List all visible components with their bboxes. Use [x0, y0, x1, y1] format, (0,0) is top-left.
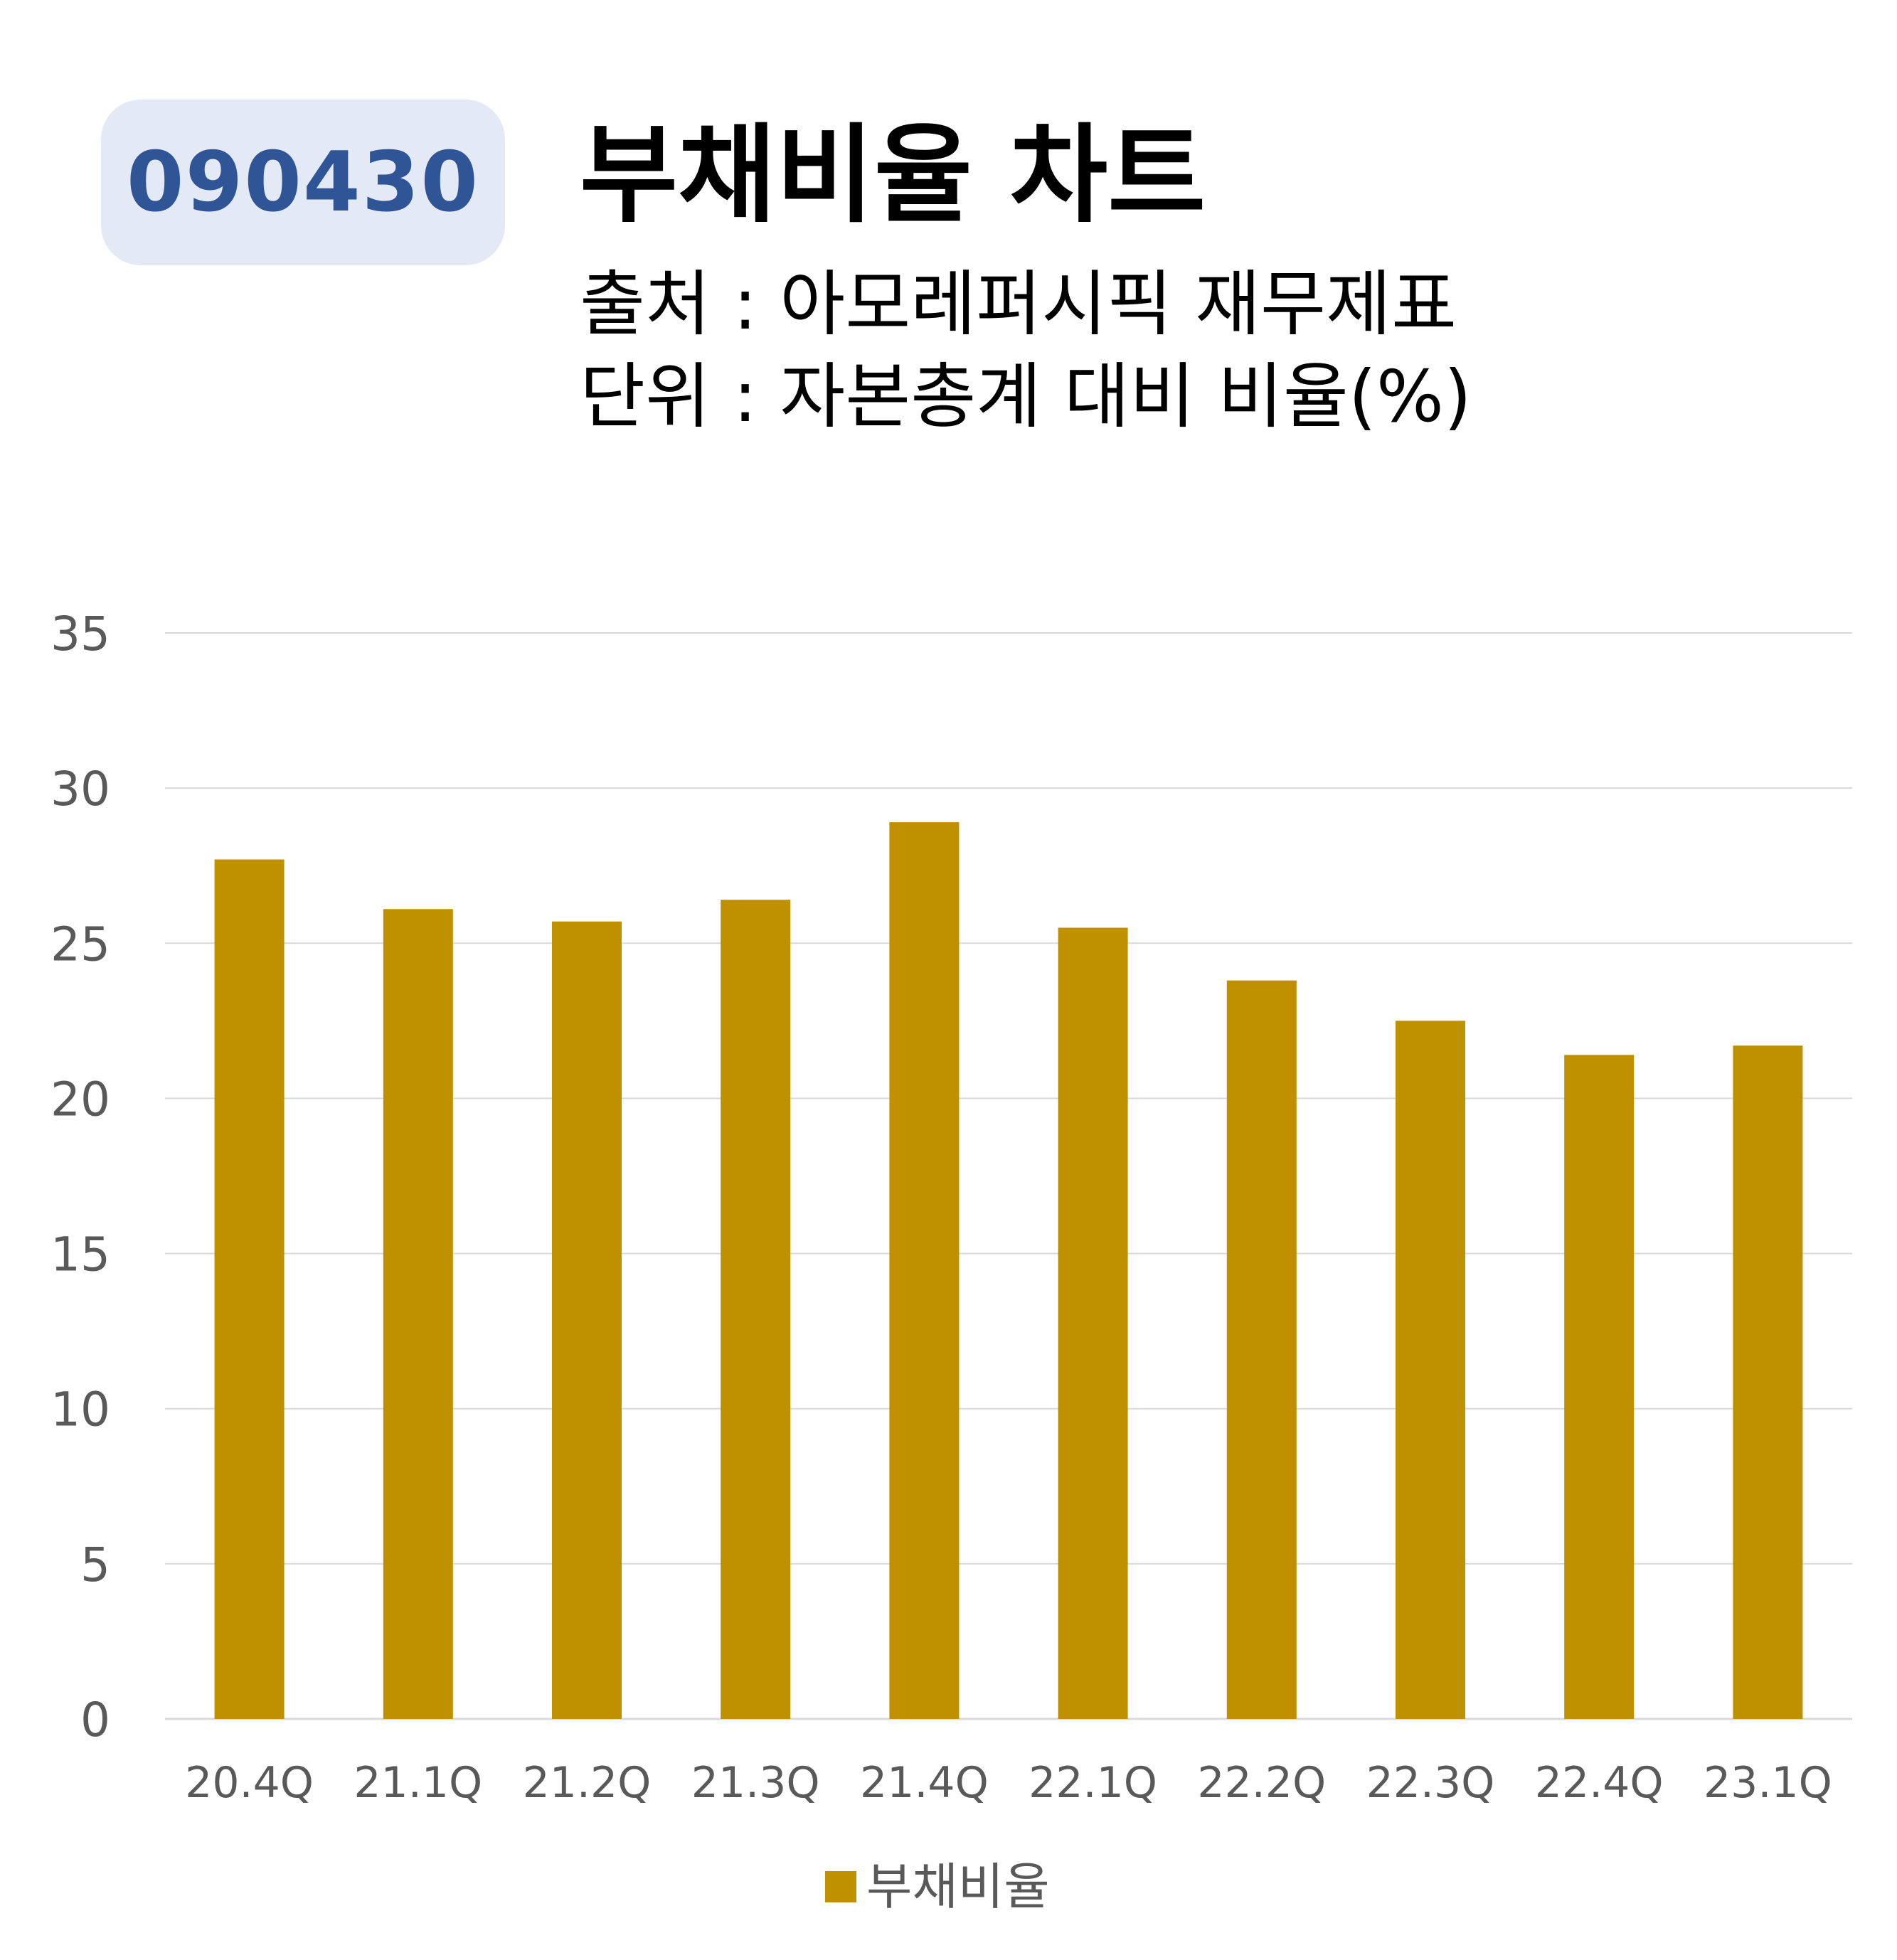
- x-tick-label: 20.4Q: [185, 1758, 314, 1808]
- y-tick-label: 30: [51, 762, 110, 816]
- y-tick-label: 20: [51, 1072, 110, 1127]
- x-tick-label: 22.4Q: [1535, 1758, 1664, 1808]
- y-axis-ticks: 0 5 10 15 20 25 30 35: [51, 607, 110, 1747]
- bar: [889, 822, 960, 1719]
- legend-swatch: [825, 1871, 856, 1902]
- y-tick-label: 10: [51, 1383, 110, 1437]
- x-tick-label: 22.1Q: [1029, 1758, 1157, 1808]
- y-tick-label: 0: [80, 1693, 110, 1747]
- bar: [552, 921, 622, 1719]
- x-tick-label: 21.4Q: [860, 1758, 989, 1808]
- stock-code: 090430: [126, 134, 480, 230]
- bars: [214, 822, 1803, 1719]
- chart-title: 부채비율 차트: [580, 114, 1206, 238]
- bar: [214, 859, 285, 1719]
- x-tick-label: 22.2Q: [1197, 1758, 1326, 1808]
- unit-line: 단위 : 자본총계 대비 비율(%): [580, 355, 1472, 438]
- y-tick-label: 5: [80, 1538, 110, 1592]
- y-tick-label: 15: [51, 1227, 110, 1282]
- y-tick-label: 25: [51, 917, 110, 971]
- x-axis-ticks: 20.4Q 21.1Q 21.2Q 21.3Q 21.4Q 22.1Q 22.2Q 22.3Q…: [185, 1758, 1832, 1808]
- bar: [1226, 980, 1297, 1719]
- x-tick-label: 21.1Q: [354, 1758, 482, 1808]
- x-tick-label: 22.3Q: [1366, 1758, 1495, 1808]
- bar: [1733, 1045, 1803, 1719]
- legend-label: 부채비율: [866, 1858, 1050, 1916]
- bar-chart: 0 5 10 15 20 25 30 35 20.4Q 21.1Q 21.2Q 21.3Q 21.4Q…: [51, 607, 1852, 1808]
- bar: [1564, 1055, 1635, 1719]
- bar: [1058, 927, 1128, 1719]
- stock-code-badge: 090430: [101, 100, 505, 265]
- x-tick-label: 21.2Q: [523, 1758, 652, 1808]
- bar: [721, 900, 791, 1719]
- bar: [1396, 1021, 1465, 1719]
- x-tick-label: 21.3Q: [691, 1758, 820, 1808]
- y-tick-label: 35: [51, 607, 110, 661]
- source-line: 출처 : 아모레퍼시픽 재무제표: [580, 262, 1457, 346]
- x-tick-label: 23.1Q: [1704, 1758, 1832, 1808]
- legend: 부채비율: [825, 1862, 1050, 1912]
- bar: [383, 909, 453, 1719]
